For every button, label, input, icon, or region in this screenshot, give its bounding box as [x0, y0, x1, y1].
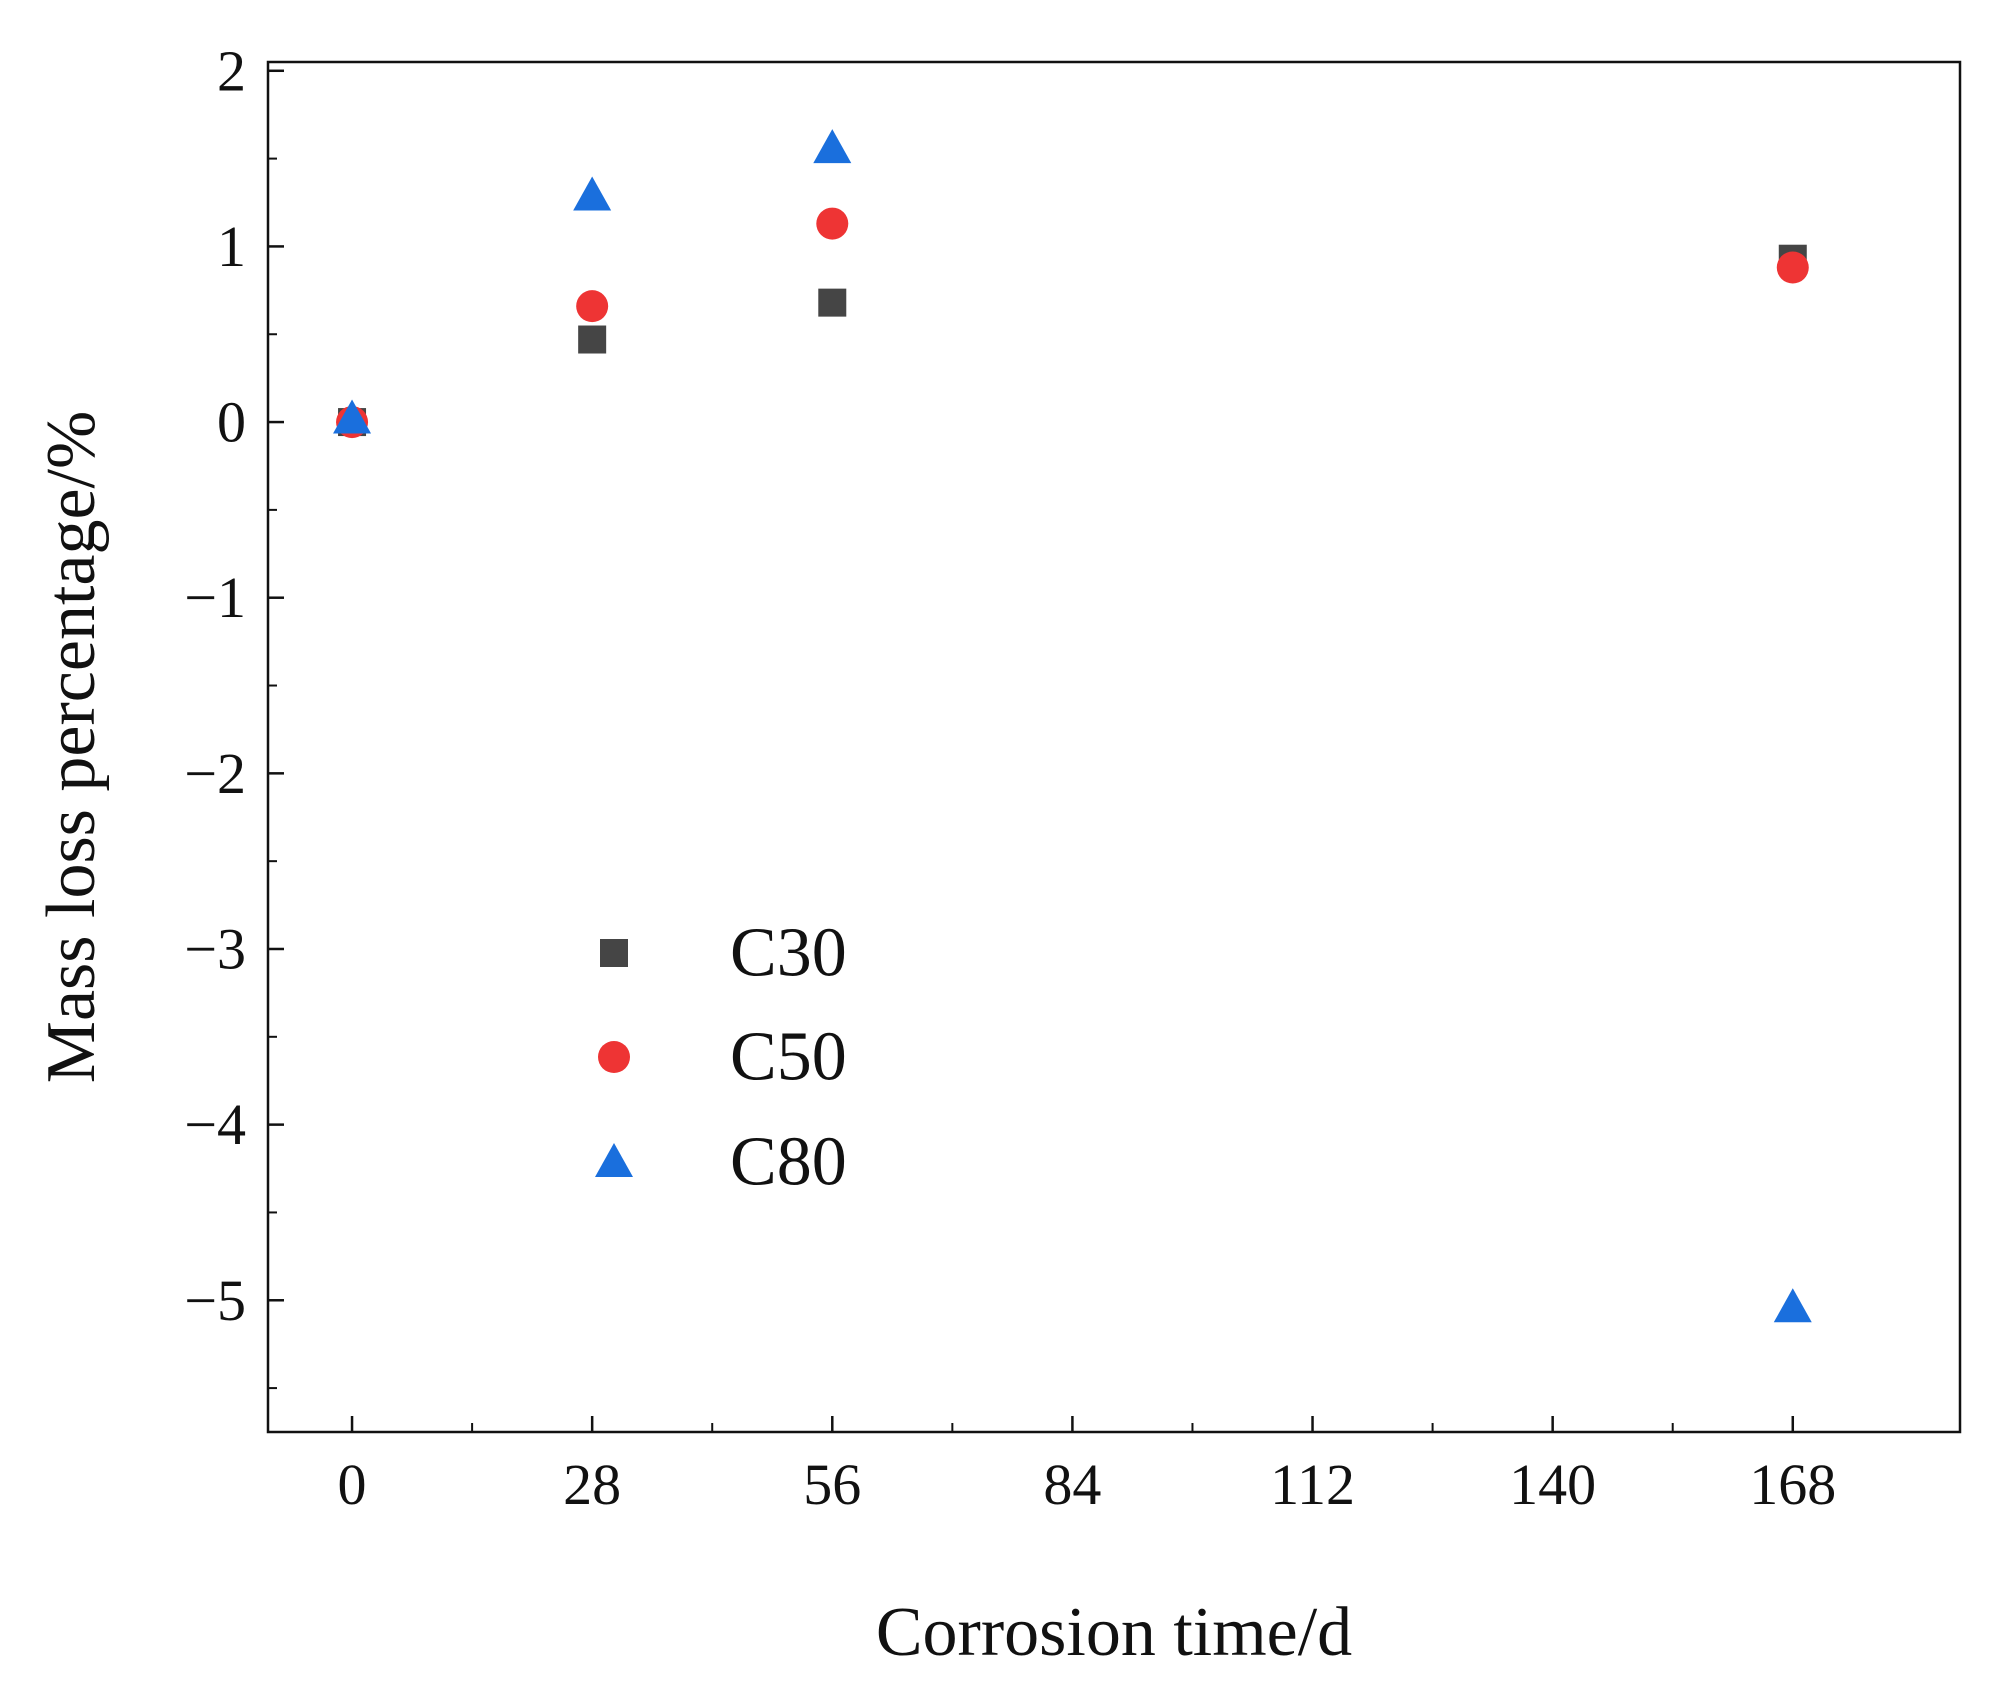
y-tick-label: −3 [184, 916, 246, 981]
x-tick-label: 56 [803, 1452, 861, 1517]
x-tick-label: 140 [1509, 1452, 1596, 1517]
legend-label-c50: C50 [730, 1019, 847, 1096]
legend: C30 C50 C80 [595, 915, 847, 1201]
x-tick-label: 0 [338, 1452, 367, 1517]
c80-point [1773, 1288, 1812, 1323]
legend-marker-c50 [598, 1041, 630, 1073]
data-points [333, 129, 1812, 1323]
x-tick-label: 112 [1270, 1452, 1355, 1517]
c80-point [333, 399, 372, 434]
x-tick-label: 28 [563, 1452, 621, 1517]
c30-point [818, 288, 847, 317]
legend-marker-c80 [595, 1143, 633, 1177]
y-tick-label: −4 [184, 1092, 246, 1157]
y-tick-label: −1 [184, 565, 246, 630]
legend-marker-c30 [600, 939, 628, 967]
y-tick-label: 0 [217, 390, 246, 455]
legend-label-c30: C30 [730, 915, 847, 992]
c80-point [573, 176, 612, 211]
x-axis-title: Corrosion time/d [876, 1594, 1352, 1671]
c30-point [578, 325, 607, 354]
plot-frame [266, 60, 1962, 1434]
x-tick-label: 168 [1749, 1452, 1836, 1517]
y-tick-label: −5 [184, 1268, 246, 1333]
c50-point [576, 290, 609, 323]
c80-point [813, 129, 852, 164]
y-tick-label: 1 [217, 214, 246, 279]
y-tick-label: −2 [184, 741, 246, 806]
y-tick-label: 2 [217, 38, 246, 103]
legend-label-c80: C80 [730, 1124, 847, 1201]
c50-point [816, 207, 849, 240]
x-tick-label: 84 [1043, 1452, 1101, 1517]
y-axis: 2 1 0 −1 −2 −3 −4 −5 [184, 38, 284, 1390]
c50-point [1776, 251, 1809, 284]
y-axis-title: Mass loss percentage/% [33, 411, 110, 1084]
x-axis: 0 28 56 84 112 140 168 [338, 1416, 1836, 1517]
